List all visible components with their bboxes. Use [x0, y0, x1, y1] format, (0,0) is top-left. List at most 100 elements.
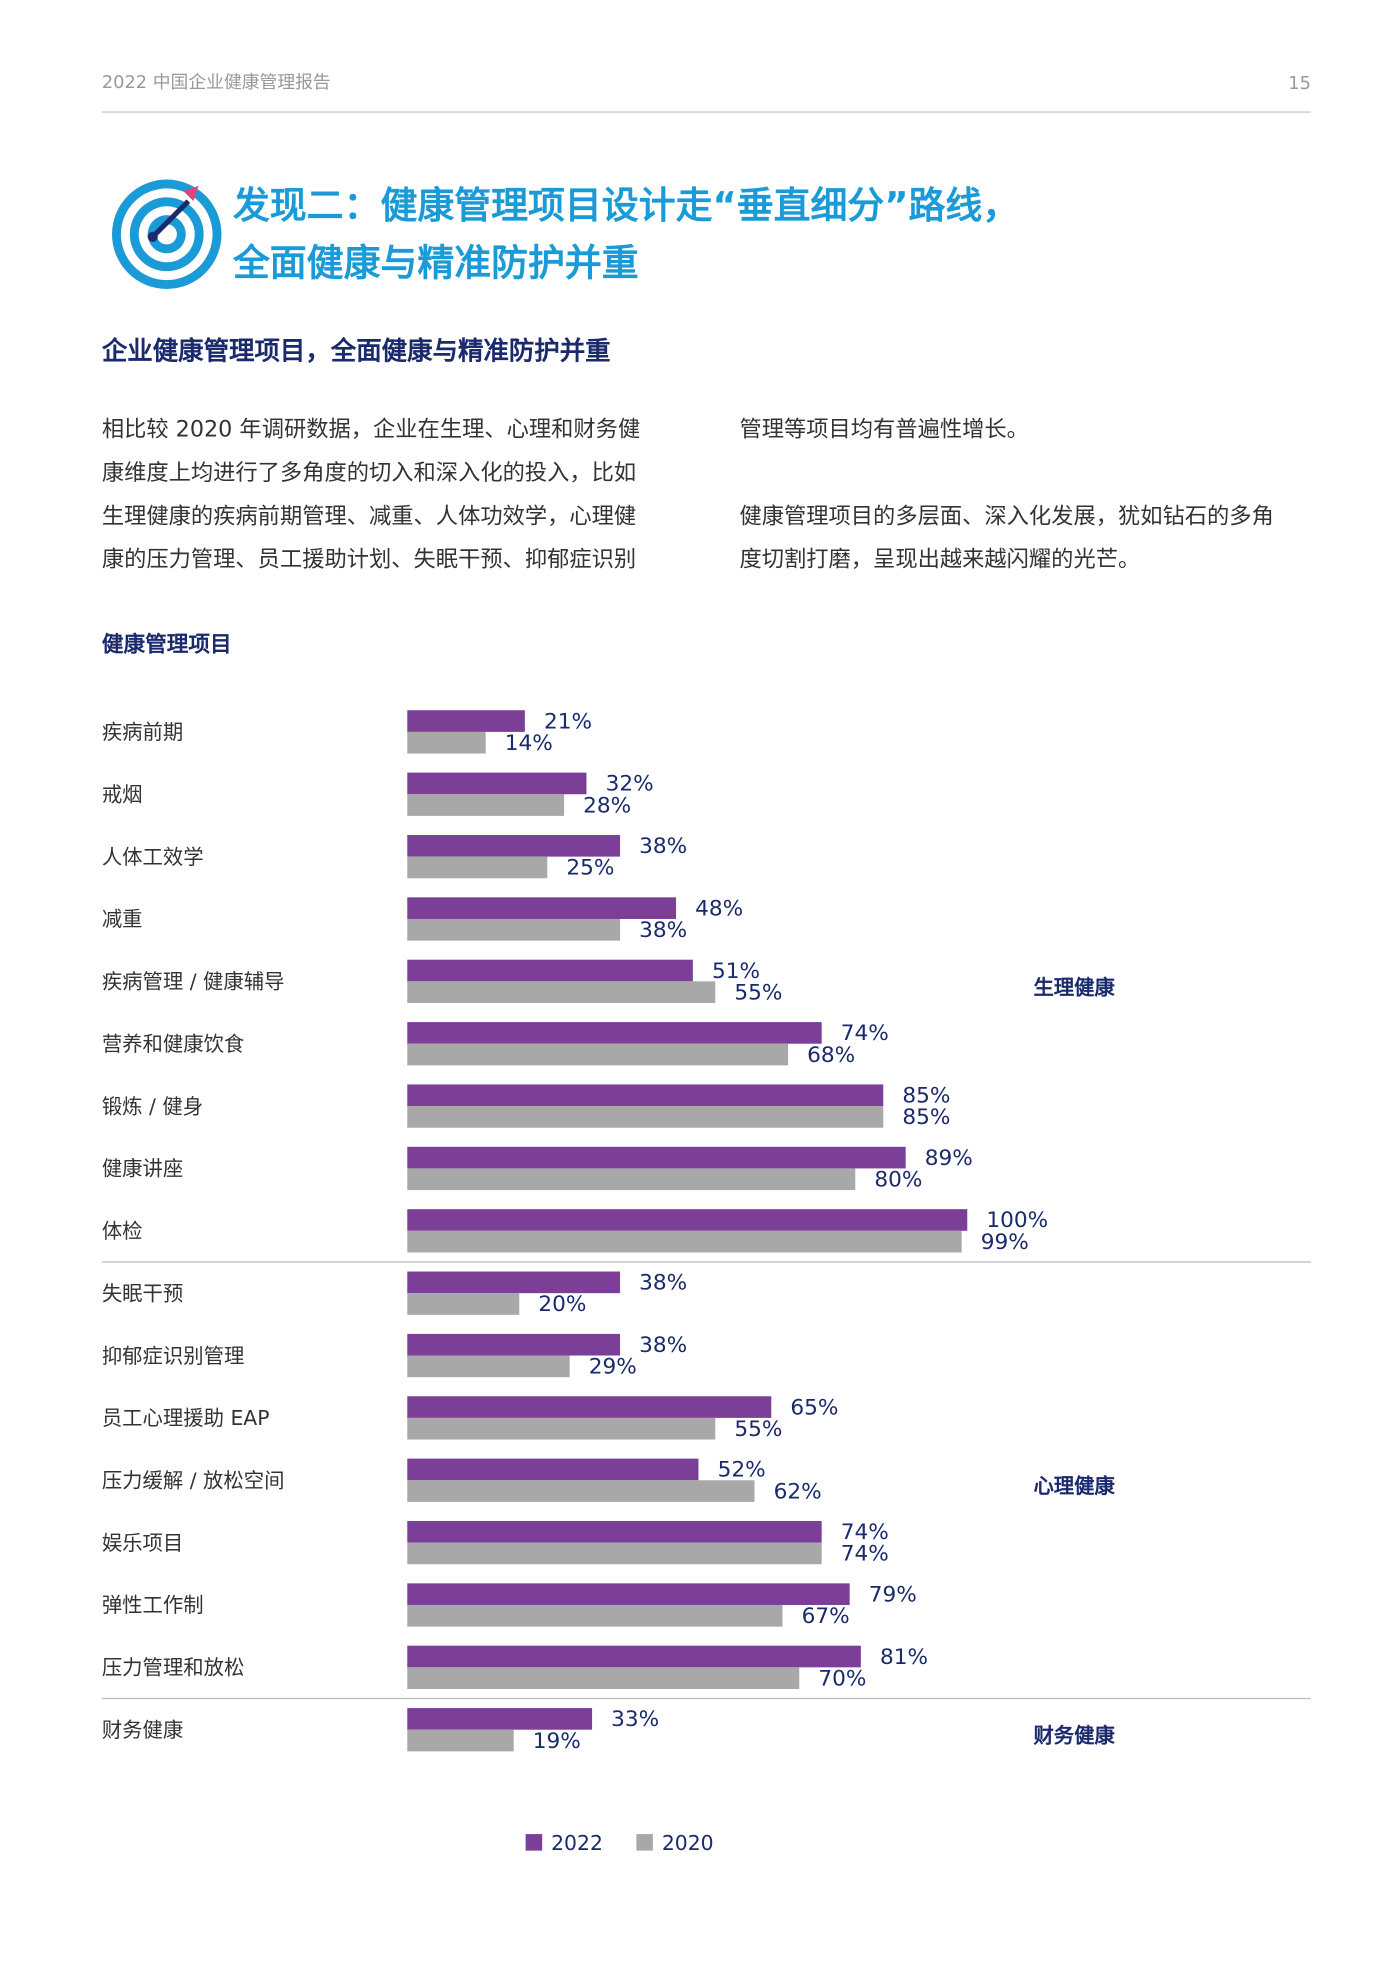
- body-text: 健康管理项目的多层面、深入化发展，犹如钻石的多角: [739, 503, 1273, 529]
- value-label: 52%: [718, 1458, 766, 1483]
- bar: [407, 1146, 906, 1169]
- title-line: 发现二：健康管理项目设计走“垂直细分”路线，: [233, 184, 1019, 227]
- value-label: 38%: [639, 834, 687, 859]
- group-label: 生理健康: [1033, 975, 1115, 999]
- bar: [407, 1396, 772, 1418]
- legend-label: 2022: [551, 1831, 603, 1855]
- value-label: 67%: [802, 1604, 850, 1629]
- value-label: 81%: [880, 1645, 928, 1670]
- value-label: 55%: [734, 980, 782, 1005]
- value-label: 51%: [712, 959, 760, 984]
- bar: [407, 1209, 968, 1231]
- category-label: 财务健康: [102, 1718, 183, 1742]
- value-label: 70%: [818, 1666, 866, 1691]
- value-label: 74%: [841, 1542, 889, 1567]
- bar: [407, 1271, 621, 1294]
- value-label: 21%: [544, 709, 592, 734]
- bar: [407, 1667, 800, 1689]
- bar: [407, 959, 693, 982]
- bar: [407, 1230, 962, 1253]
- bar: [407, 1708, 593, 1730]
- group-label: 财务健康: [1033, 1724, 1115, 1748]
- category-label: 体检: [102, 1219, 143, 1243]
- value-label: 38%: [639, 1271, 687, 1296]
- bar: [407, 1604, 783, 1627]
- category-label: 减重: [102, 907, 143, 931]
- chart-title: 健康管理项目: [102, 631, 232, 657]
- value-label: 100%: [986, 1208, 1048, 1233]
- value-label: 33%: [611, 1707, 659, 1732]
- bar: [407, 1520, 822, 1543]
- value-label: 19%: [533, 1729, 581, 1754]
- bar: [407, 1106, 884, 1128]
- target-icon: [112, 179, 222, 289]
- bar: [407, 710, 525, 732]
- legend-swatch: [636, 1834, 653, 1851]
- body-text: 相比较 2020 年调研数据，企业在生理、心理和财务健: [102, 417, 640, 443]
- category-label: 失眠干预: [102, 1281, 183, 1305]
- value-label: 48%: [695, 896, 743, 921]
- category-label: 疾病前期: [102, 720, 183, 744]
- bar: [407, 834, 621, 857]
- legend-label: 2020: [662, 1831, 714, 1855]
- category-label: 员工心理援助 EAP: [102, 1406, 270, 1430]
- legend-swatch: [525, 1834, 543, 1851]
- value-label: 32%: [606, 772, 654, 797]
- bar: [407, 1542, 822, 1565]
- page-number: 15: [1288, 73, 1311, 94]
- value-label: 38%: [639, 1333, 687, 1358]
- value-label: 85%: [902, 1105, 950, 1130]
- bar: [407, 1293, 520, 1315]
- header-title: 2022 中国企业健康管理报告: [102, 72, 331, 93]
- bar: [407, 981, 716, 1003]
- value-label: 25%: [566, 856, 614, 881]
- group-label: 心理健康: [1033, 1474, 1115, 1498]
- category-label: 压力缓解 / 放松空间: [102, 1469, 285, 1493]
- value-label: 85%: [902, 1084, 950, 1109]
- value-label: 29%: [589, 1355, 637, 1380]
- category-label: 戒烟: [102, 783, 143, 807]
- bar: [407, 1417, 716, 1440]
- value-label: 28%: [583, 793, 631, 818]
- bar: [407, 772, 587, 795]
- value-label: 14%: [505, 731, 553, 756]
- bar: [407, 1458, 699, 1481]
- value-label: 74%: [841, 1021, 889, 1046]
- body-text: 度切割打磨，呈现出越来越闪耀的光芒。: [739, 547, 1140, 573]
- bar: [407, 1022, 822, 1044]
- bar: [407, 1645, 861, 1668]
- category-label: 娱乐项目: [102, 1531, 183, 1555]
- value-label: 38%: [639, 918, 687, 943]
- value-label: 74%: [841, 1520, 889, 1545]
- category-label: 压力管理和放松: [102, 1656, 245, 1680]
- bar: [407, 918, 621, 941]
- category-label: 人体工效学: [102, 845, 204, 869]
- bar: [407, 1333, 621, 1356]
- value-label: 79%: [869, 1582, 917, 1607]
- bar: [407, 856, 548, 879]
- bar: [407, 1168, 856, 1191]
- category-label: 锻炼 / 健身: [102, 1094, 203, 1118]
- category-label: 健康讲座: [102, 1157, 183, 1181]
- subtitle: 企业健康管理项目，全面健康与精准防护并重: [102, 337, 611, 367]
- bar: [407, 897, 677, 919]
- category-label: 疾病管理 / 健康辅导: [102, 970, 285, 994]
- body-text: 康的压力管理、员工援助计划、失眠干预、抑郁症识别: [102, 547, 636, 573]
- bar: [407, 1084, 884, 1107]
- value-label: 65%: [790, 1395, 838, 1420]
- category-label: 弹性工作制: [102, 1593, 204, 1617]
- bar: [407, 794, 565, 816]
- value-label: 62%: [774, 1479, 822, 1504]
- value-label: 68%: [807, 1043, 855, 1068]
- value-label: 99%: [981, 1230, 1029, 1255]
- body-text: 康维度上均进行了多角度的切入和深入化的投入，比如: [102, 460, 636, 486]
- bar: [407, 1583, 850, 1605]
- value-label: 20%: [538, 1292, 586, 1317]
- value-label: 89%: [925, 1146, 973, 1171]
- bar: [407, 1355, 570, 1378]
- value-label: 80%: [874, 1168, 922, 1193]
- body-text: 生理健康的疾病前期管理、减重、人体功效学，心理健: [102, 503, 636, 529]
- value-label: 55%: [734, 1417, 782, 1442]
- bar: [407, 1043, 789, 1066]
